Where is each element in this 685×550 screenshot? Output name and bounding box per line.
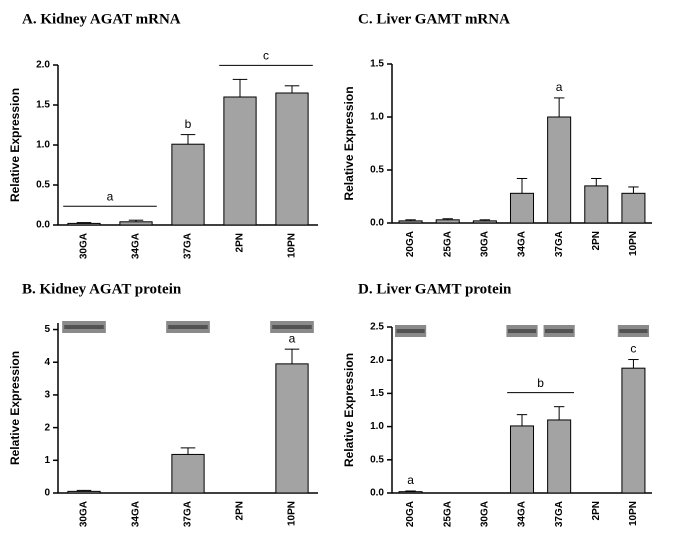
y-axis-label: Relative Expression (342, 86, 356, 200)
x-tick-label: 10PN (287, 501, 298, 526)
x-tick-label: 25GA (442, 231, 453, 257)
y-tick-label: 0.5 (36, 180, 50, 191)
y-axis-label: Relative Expression (8, 351, 22, 465)
annotation: a (289, 331, 296, 345)
y-tick-label: 1.0 (370, 112, 384, 123)
x-tick-label: 30GA (479, 231, 490, 257)
annotation: a (556, 80, 563, 94)
y-axis-label: Relative Expression (8, 88, 22, 202)
panel: D. Liver GAMT protein Relative Expression… (342, 281, 652, 527)
bar (435, 219, 460, 224)
y-tick-label: 0 (44, 488, 50, 499)
panel: C. Liver GAMT mRNA Relative Expression 0.0… (342, 11, 652, 257)
x-tick-label: 37GA (183, 233, 194, 259)
y-tick-label: 2.0 (36, 60, 50, 71)
blot-band-core (619, 329, 648, 333)
x-tick-label: 37GA (554, 501, 565, 527)
x-tick-label: 2PN (235, 501, 246, 520)
x-tick-label: 34GA (517, 501, 528, 527)
bar (398, 220, 423, 224)
bar (171, 143, 205, 226)
bar (584, 185, 609, 224)
y-tick-label: 2.0 (370, 355, 384, 366)
y-tick-label: 5 (44, 324, 50, 335)
x-tick-label: 2PN (591, 231, 602, 250)
y-tick-label: 1.0 (370, 421, 384, 432)
bar (621, 367, 646, 494)
bar (67, 490, 101, 494)
x-tick-label: 34GA (131, 501, 142, 527)
bar (509, 192, 535, 224)
x-tick-label: 37GA (554, 231, 565, 257)
y-tick-label: 1.0 (36, 140, 50, 151)
x-tick-label: 10PN (628, 501, 639, 526)
y-tick-label: 0.0 (36, 220, 50, 231)
bar (398, 491, 423, 494)
bar (547, 116, 572, 224)
bar (119, 221, 153, 226)
bar (275, 92, 309, 226)
annotation: b (537, 376, 544, 390)
annotation: c (630, 342, 636, 356)
y-tick-label: 0.5 (370, 454, 384, 465)
chart-title: D. Liver GAMT protein (358, 281, 512, 297)
chart-title: B. Kidney AGAT protein (22, 281, 182, 297)
bar (547, 419, 572, 494)
bar (509, 425, 535, 494)
x-tick-label: 30GA (79, 501, 90, 527)
y-tick-label: 0.5 (370, 165, 384, 176)
bar (472, 220, 497, 224)
y-tick-label: 3 (44, 390, 50, 401)
x-tick-label: 34GA (131, 233, 142, 259)
y-tick-label: 1 (44, 455, 50, 466)
x-tick-label: 10PN (628, 231, 639, 256)
x-tick-label: 2PN (591, 501, 602, 520)
y-tick-label: 0.0 (370, 488, 384, 499)
x-tick-label: 2PN (235, 233, 246, 252)
bar (275, 363, 309, 494)
y-tick-label: 2.5 (370, 322, 384, 333)
chart-title: A. Kidney AGAT mRNA (22, 11, 181, 27)
blot-band-core (272, 325, 312, 329)
annotation: c (263, 49, 269, 63)
blot-band-core (545, 329, 574, 333)
bar (67, 222, 101, 226)
annotation: a (107, 189, 114, 203)
y-tick-label: 1.5 (370, 59, 384, 70)
x-tick-label: 20GA (405, 231, 416, 257)
blot-band-core (507, 329, 537, 333)
x-tick-label: 34GA (517, 231, 528, 257)
x-tick-label: 37GA (183, 501, 194, 527)
blot-band-core (396, 329, 425, 333)
bar (171, 453, 205, 494)
x-tick-label: 30GA (479, 501, 490, 527)
y-tick-label: 4 (44, 357, 50, 368)
y-axis-label: Relative Expression (342, 353, 356, 467)
y-tick-label: 1.5 (36, 100, 50, 111)
bar (621, 192, 646, 224)
y-tick-label: 1.5 (370, 388, 384, 399)
x-tick-label: 30GA (79, 233, 90, 259)
y-tick-label: 2 (44, 422, 50, 433)
y-tick-label: 0.0 (370, 218, 384, 229)
blot-band-core (168, 325, 208, 329)
annotation: b (185, 117, 192, 131)
panel: B. Kidney AGAT protein Relative Expressio… (8, 281, 318, 527)
bar (223, 96, 257, 226)
x-tick-label: 10PN (287, 233, 298, 258)
blot-band-core (64, 325, 104, 329)
annotation: a (407, 473, 414, 487)
x-tick-label: 25GA (442, 501, 453, 527)
panel: A. Kidney AGAT mRNA Relative Expression 0.… (8, 11, 318, 259)
chart-title: C. Liver GAMT mRNA (358, 11, 510, 27)
x-tick-label: 20GA (405, 501, 416, 527)
